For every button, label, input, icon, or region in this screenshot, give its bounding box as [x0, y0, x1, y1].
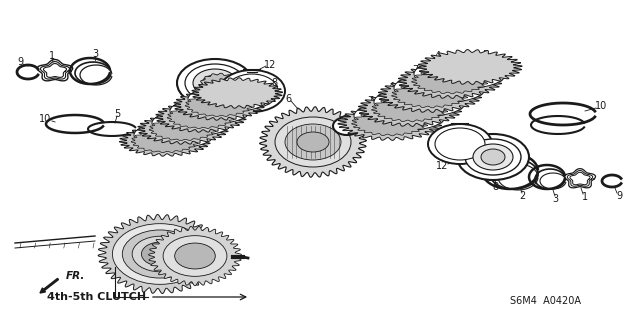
- Text: FR.: FR.: [66, 271, 85, 281]
- Text: 4th-5th CLUTCH: 4th-5th CLUTCH: [47, 292, 146, 302]
- Polygon shape: [397, 63, 502, 99]
- Ellipse shape: [374, 87, 466, 117]
- Polygon shape: [148, 226, 241, 286]
- Ellipse shape: [435, 128, 485, 160]
- Text: 8: 8: [492, 182, 498, 192]
- Text: 7: 7: [412, 65, 418, 75]
- Ellipse shape: [465, 139, 521, 175]
- Text: 12: 12: [264, 60, 276, 70]
- Ellipse shape: [132, 236, 188, 272]
- Ellipse shape: [219, 70, 285, 112]
- Polygon shape: [378, 78, 483, 112]
- Polygon shape: [98, 214, 222, 293]
- Polygon shape: [119, 126, 211, 156]
- Ellipse shape: [428, 124, 492, 164]
- Text: 10: 10: [39, 114, 51, 124]
- Text: 7: 7: [367, 96, 373, 106]
- Polygon shape: [358, 92, 462, 126]
- Ellipse shape: [275, 117, 351, 167]
- Text: 1: 1: [582, 192, 588, 202]
- Polygon shape: [372, 96, 449, 122]
- Text: 11: 11: [363, 116, 375, 126]
- Ellipse shape: [188, 86, 268, 112]
- Text: 4: 4: [435, 51, 441, 61]
- Text: 3: 3: [92, 49, 98, 59]
- Text: 7: 7: [244, 106, 250, 116]
- Polygon shape: [351, 110, 428, 136]
- Text: 7: 7: [210, 114, 216, 124]
- Text: 2: 2: [519, 191, 525, 201]
- Text: 9: 9: [17, 57, 23, 67]
- Text: 1: 1: [49, 51, 55, 61]
- Text: 10: 10: [595, 101, 607, 111]
- Text: 12: 12: [436, 161, 448, 171]
- Text: 4: 4: [389, 82, 395, 92]
- Text: 8: 8: [271, 78, 277, 88]
- Ellipse shape: [141, 242, 179, 266]
- Polygon shape: [412, 68, 488, 94]
- Text: 4: 4: [213, 94, 219, 104]
- Ellipse shape: [297, 132, 329, 152]
- Text: 7: 7: [228, 102, 234, 112]
- Polygon shape: [173, 90, 265, 120]
- Polygon shape: [149, 117, 217, 141]
- Polygon shape: [185, 93, 253, 117]
- Text: 3: 3: [552, 194, 558, 204]
- Text: 9: 9: [616, 191, 622, 201]
- Polygon shape: [131, 130, 199, 152]
- Ellipse shape: [177, 59, 253, 107]
- Ellipse shape: [134, 122, 214, 148]
- Text: 4: 4: [195, 106, 201, 116]
- Ellipse shape: [333, 117, 361, 135]
- Text: 6: 6: [285, 94, 291, 104]
- Polygon shape: [167, 105, 235, 129]
- Ellipse shape: [113, 224, 207, 284]
- Polygon shape: [338, 106, 442, 140]
- Ellipse shape: [175, 243, 215, 269]
- Ellipse shape: [122, 230, 198, 278]
- Ellipse shape: [163, 236, 227, 276]
- Ellipse shape: [481, 149, 505, 165]
- Ellipse shape: [193, 69, 237, 97]
- Ellipse shape: [185, 64, 245, 102]
- Text: 5: 5: [114, 109, 120, 119]
- Ellipse shape: [457, 134, 529, 180]
- Ellipse shape: [285, 124, 341, 160]
- Text: 4: 4: [231, 82, 237, 92]
- Polygon shape: [260, 107, 367, 177]
- FancyArrow shape: [40, 278, 58, 293]
- Ellipse shape: [170, 98, 250, 124]
- Text: 5: 5: [482, 50, 488, 60]
- Polygon shape: [392, 82, 468, 108]
- Polygon shape: [138, 114, 228, 144]
- Polygon shape: [191, 78, 283, 108]
- Polygon shape: [156, 102, 246, 132]
- Ellipse shape: [152, 110, 232, 136]
- Polygon shape: [418, 49, 522, 85]
- Ellipse shape: [226, 74, 278, 108]
- Polygon shape: [200, 73, 238, 97]
- Ellipse shape: [473, 144, 513, 170]
- Text: S6M4  A0420A: S6M4 A0420A: [510, 296, 581, 306]
- Ellipse shape: [202, 75, 228, 91]
- Ellipse shape: [354, 101, 446, 131]
- Ellipse shape: [394, 73, 486, 103]
- Ellipse shape: [414, 59, 506, 89]
